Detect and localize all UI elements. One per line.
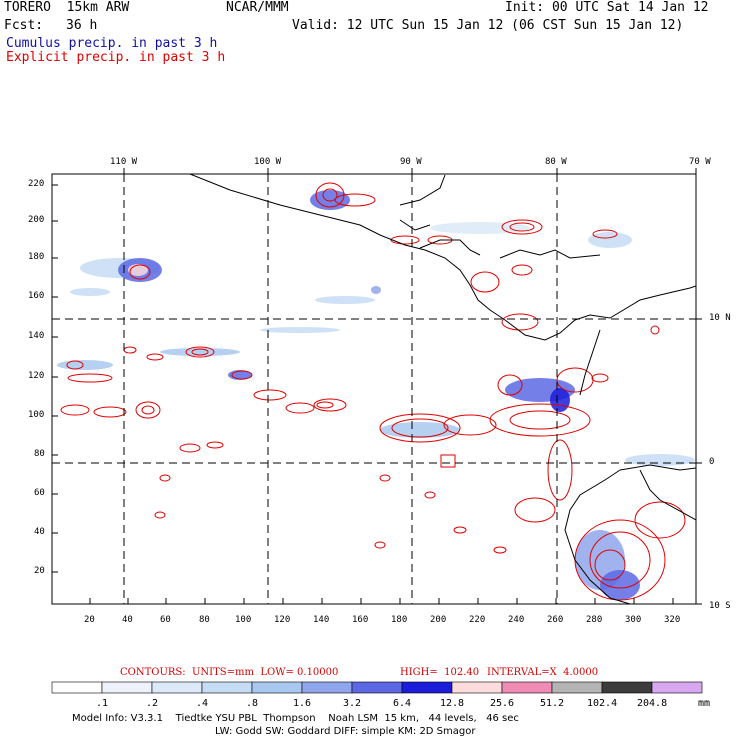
explicit-precip-contours	[60, 182, 686, 601]
colorbar-swatch	[251, 681, 303, 694]
lon-label-70w: 70 W	[689, 157, 711, 167]
x-tick-label: 320	[664, 615, 681, 625]
x-tick-label: 280	[586, 615, 603, 625]
y-tick-label: 40	[34, 527, 45, 537]
y-tick-label: 200	[28, 215, 45, 225]
cumulus-precip-areas	[57, 190, 695, 600]
field-explicit: Explicit precip. in past 3 h	[6, 50, 226, 65]
lon-label-110w: 110 W	[110, 157, 138, 167]
lat-label-10n: 10 N	[709, 313, 731, 323]
coastlines	[189, 174, 696, 604]
y-tick-label: 80	[34, 449, 45, 459]
colorbar-swatch	[401, 681, 453, 694]
x-tick-label: 140	[313, 615, 330, 625]
lon-label-100w: 100 W	[254, 157, 282, 167]
field-cumulus: Cumulus precip. in past 3 h	[6, 36, 218, 51]
y-tick-label: 120	[28, 371, 45, 381]
lat-lon-grid	[52, 174, 696, 604]
model-info-line1: Model Info: V3.3.1 Tiedtke YSU PBL Thomp…	[72, 713, 519, 724]
colorbar-label: 6.4	[393, 698, 412, 709]
colorbar-swatch	[301, 681, 353, 694]
y-tick-label: 20	[34, 566, 45, 576]
organization: NCAR/MMM	[226, 0, 289, 15]
colorbar-swatch	[101, 681, 153, 694]
init-time: Init: 00 UTC Sat 14 Jan 12	[505, 0, 709, 15]
contour-interval: INTERVAL=X 4.0000	[487, 667, 599, 678]
x-tick-label: 20	[84, 615, 95, 625]
colorbar-label: .2	[146, 698, 159, 709]
colorbar-swatch	[201, 681, 253, 694]
y-tick-label: 220	[28, 179, 45, 189]
colorbar-label: .8	[246, 698, 259, 709]
forecast-label: Fcst:	[4, 18, 44, 33]
colorbar-swatch	[651, 681, 703, 694]
colorbar-swatch	[51, 681, 103, 694]
colorbar-label: 1.6	[293, 698, 312, 709]
x-tick-label: 100	[235, 615, 252, 625]
y-tick-label: 160	[28, 291, 45, 301]
x-tick-label: 180	[391, 615, 408, 625]
axis-ticks	[52, 168, 702, 605]
contour-units: CONTOURS: UNITS=mm LOW= 0.10000	[120, 667, 339, 678]
colorbar-label: 102.4	[587, 698, 618, 709]
x-tick-label: 60	[160, 615, 171, 625]
colorbar-swatch	[451, 681, 503, 694]
colorbar	[51, 681, 703, 694]
colorbar-label: .1	[96, 698, 109, 709]
lon-label-80w: 80 W	[545, 157, 567, 167]
x-tick-label: 260	[547, 615, 564, 625]
colorbar-label: 3.2	[343, 698, 362, 709]
colorbar-label: 12.8	[440, 698, 465, 709]
contour-high: HIGH= 102.40	[400, 667, 480, 678]
colorbar-label: 25.6	[490, 698, 515, 709]
model-info-line2: LW: Godd SW: Goddard DIFF: simple KM: 2D…	[215, 726, 476, 737]
colorbar-unit: mm	[698, 698, 711, 709]
x-tick-label: 40	[122, 615, 133, 625]
colorbar-swatch	[501, 681, 553, 694]
colorbar-swatch	[601, 681, 653, 694]
y-tick-label: 180	[28, 252, 45, 262]
x-tick-label: 240	[508, 615, 525, 625]
colorbar-swatch	[551, 681, 603, 694]
colorbar-label: 204.8	[637, 698, 668, 709]
model-name: TORERO 15km ARW	[4, 0, 130, 15]
colorbar-label: 51.2	[540, 698, 565, 709]
x-tick-label: 220	[469, 615, 486, 625]
y-tick-label: 60	[34, 488, 45, 498]
lon-label-90w: 90 W	[400, 157, 422, 167]
x-tick-label: 300	[625, 615, 642, 625]
x-tick-label: 160	[352, 615, 369, 625]
y-tick-label: 100	[28, 410, 45, 420]
colorbar-swatch	[151, 681, 203, 694]
colorbar-label: .4	[196, 698, 209, 709]
map-frame	[51, 173, 697, 605]
colorbar-swatch	[351, 681, 403, 694]
x-tick-label: 80	[199, 615, 210, 625]
valid-time: Valid: 12 UTC Sun 15 Jan 12 (06 CST Sun …	[292, 18, 684, 33]
lat-label-0: 0	[709, 457, 715, 467]
x-tick-label: 120	[274, 615, 291, 625]
forecast-value: 36 h	[66, 18, 98, 33]
y-tick-label: 140	[28, 331, 45, 341]
lat-label-10s: 10 S	[709, 601, 731, 611]
x-tick-label: 200	[430, 615, 447, 625]
